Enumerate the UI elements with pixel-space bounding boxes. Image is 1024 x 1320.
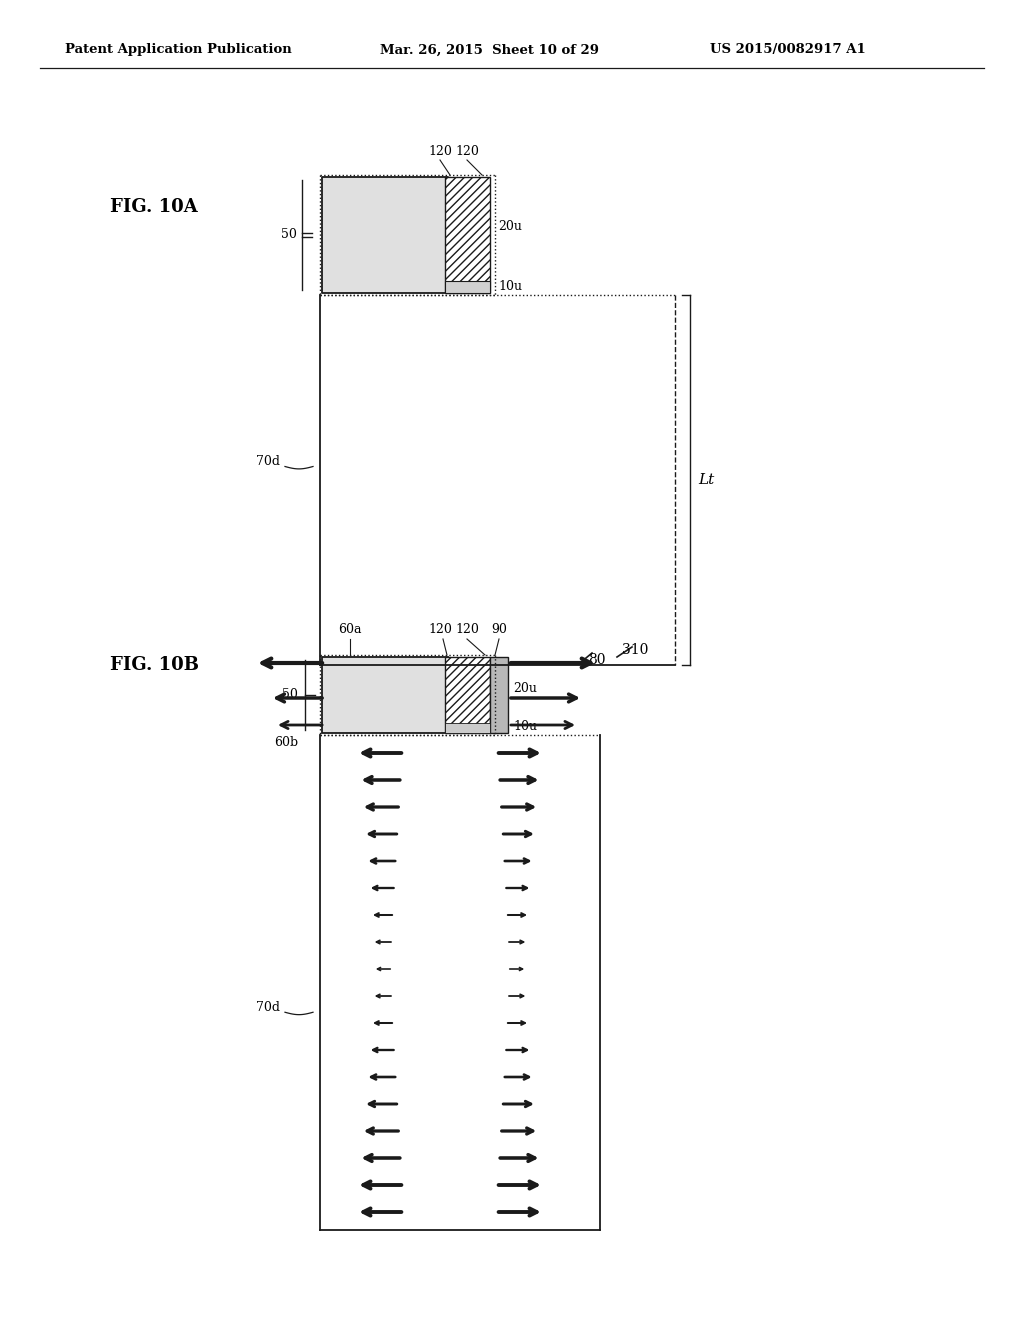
Text: 20u: 20u bbox=[513, 681, 537, 694]
Text: 50: 50 bbox=[283, 689, 298, 701]
Bar bbox=[322, 657, 449, 733]
Text: 70d: 70d bbox=[256, 1001, 280, 1014]
Text: 10u: 10u bbox=[498, 281, 522, 293]
Text: 20u: 20u bbox=[498, 220, 522, 234]
Bar bbox=[445, 177, 490, 293]
Text: 70d: 70d bbox=[256, 455, 280, 469]
Text: 120: 120 bbox=[428, 623, 452, 636]
Text: Lt: Lt bbox=[698, 473, 715, 487]
Text: 60a: 60a bbox=[338, 623, 361, 636]
Text: 120: 120 bbox=[455, 623, 479, 636]
Text: 10u: 10u bbox=[513, 719, 537, 733]
Text: Patent Application Publication: Patent Application Publication bbox=[65, 44, 292, 57]
Bar bbox=[490, 657, 508, 733]
Bar bbox=[445, 657, 490, 733]
Text: 50: 50 bbox=[282, 228, 297, 242]
Bar bbox=[445, 281, 490, 293]
Text: 60b: 60b bbox=[273, 737, 298, 750]
Text: FIG. 10A: FIG. 10A bbox=[110, 198, 198, 216]
Text: 120: 120 bbox=[428, 145, 452, 158]
Text: 80: 80 bbox=[588, 653, 605, 667]
Text: 120: 120 bbox=[455, 145, 479, 158]
Bar bbox=[322, 177, 449, 293]
Bar bbox=[445, 723, 490, 733]
Text: US 2015/0082917 A1: US 2015/0082917 A1 bbox=[710, 44, 865, 57]
Text: 310: 310 bbox=[622, 643, 648, 657]
Text: Mar. 26, 2015  Sheet 10 of 29: Mar. 26, 2015 Sheet 10 of 29 bbox=[380, 44, 599, 57]
Text: FIG. 10B: FIG. 10B bbox=[110, 656, 199, 675]
Text: 90: 90 bbox=[492, 623, 507, 636]
